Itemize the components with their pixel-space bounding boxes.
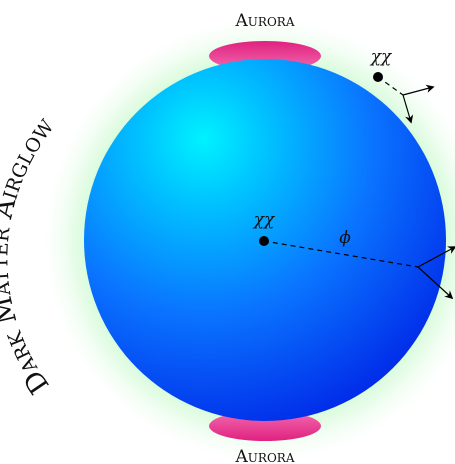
corner-decay-product-down — [402, 94, 414, 124]
decay-product-lower — [417, 266, 454, 300]
aurora-bottom-label: Aurora — [235, 447, 295, 464]
dm-pair-corner-label: χχ — [370, 47, 393, 67]
mediator-line — [263, 240, 419, 268]
aurora-top-label: Aurora — [235, 11, 295, 31]
mediator-label: ϕ — [339, 228, 351, 248]
corner-decay-product-right — [402, 84, 435, 96]
decay-product-upper — [417, 246, 455, 268]
dm-pair-center-label: χχ — [253, 210, 276, 230]
